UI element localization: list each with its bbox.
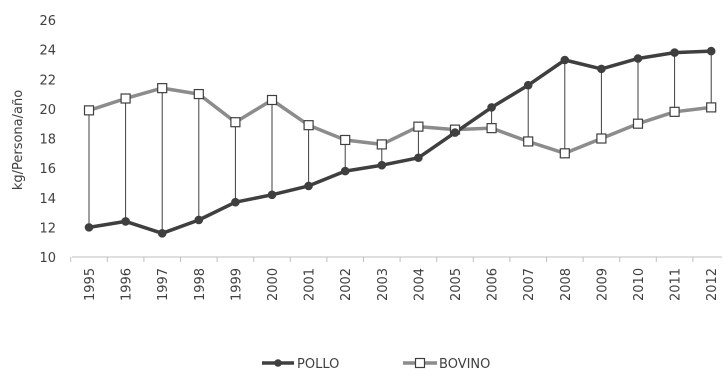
series-line-bovino — [88, 86, 712, 156]
data-point-pollo — [706, 46, 716, 56]
series-lines — [88, 49, 712, 236]
data-point-bovino — [193, 88, 204, 100]
data-point-bovino — [523, 136, 534, 147]
y-tick-labels: 10 12 14 16 18 20 22 24 26 — [39, 14, 56, 266]
data-point-pollo — [121, 217, 130, 226]
data-point-pollo — [340, 166, 350, 176]
data-point-pollo — [377, 160, 387, 170]
y-tick-label: 18 — [39, 133, 56, 148]
legend-label-bovino: BOVINO — [439, 357, 490, 371]
x-tick-label: 2003 — [376, 268, 391, 301]
data-point-bovino — [669, 106, 680, 117]
x-tick-label: 1997 — [156, 268, 171, 301]
y-tick-label: 26 — [39, 14, 56, 29]
data-point-pollo — [414, 153, 423, 163]
series-line-pollo — [88, 49, 712, 236]
data-point-pollo — [231, 197, 240, 207]
data-point-pollo — [157, 229, 167, 238]
x-tick-label: 2001 — [303, 268, 318, 301]
y-tick-label: 12 — [39, 221, 56, 236]
data-point-pollo — [597, 64, 606, 74]
axes — [70, 256, 722, 262]
data-point-bovino — [157, 83, 168, 94]
data-point-pollo — [450, 128, 460, 137]
legend-marker-bovino — [414, 357, 426, 369]
legend-label-pollo: POLLO — [297, 357, 339, 371]
y-tick-label: 20 — [39, 103, 56, 118]
data-point-bovino — [120, 93, 131, 104]
data-point-bovino — [413, 121, 424, 132]
drop-lines — [88, 51, 712, 234]
data-point-pollo — [523, 80, 533, 90]
x-tick-label: 2005 — [449, 268, 464, 301]
legend: POLLO BOVINO — [262, 357, 490, 371]
data-point-bovino — [83, 105, 95, 116]
data-point-bovino — [706, 102, 717, 113]
data-point-bovino — [230, 117, 241, 128]
x-tick-label: 2008 — [559, 268, 574, 301]
y-tick-label: 14 — [39, 192, 56, 207]
data-point-pollo — [487, 103, 496, 112]
data-point-pollo — [194, 215, 204, 225]
y-tick-label: 10 — [39, 251, 56, 266]
x-tick-label: 1996 — [120, 268, 135, 301]
data-point-bovino — [559, 148, 570, 159]
y-tick-label: 22 — [39, 73, 56, 88]
data-point-pollo — [670, 48, 679, 57]
data-point-bovino — [596, 133, 607, 144]
y-tick-label: 16 — [39, 162, 56, 177]
x-tick-label: 2009 — [595, 268, 610, 301]
y-axis-title: kg/Persona/año — [11, 90, 26, 190]
x-tick-label: 2002 — [339, 268, 354, 301]
data-point-pollo — [304, 181, 313, 191]
x-tick-label: 2006 — [486, 268, 501, 301]
data-point-pollo — [633, 54, 643, 63]
data-point-bovino — [632, 118, 644, 129]
x-tick-label: 1995 — [83, 268, 98, 301]
data-point-pollo — [84, 223, 94, 232]
x-tick-label: 2000 — [266, 268, 281, 301]
x-tick-label: 1998 — [193, 268, 208, 301]
data-point-bovino — [303, 120, 314, 131]
x-tick-label: 2004 — [412, 268, 427, 301]
data-point-pollo — [267, 190, 277, 200]
x-tick-label: 2011 — [669, 268, 684, 301]
series-markers — [83, 46, 717, 238]
legend-marker-pollo — [274, 359, 282, 367]
data-point-bovino — [340, 134, 351, 146]
data-point-pollo — [560, 55, 570, 65]
data-point-bovino — [376, 139, 387, 150]
x-tick-label: 2007 — [522, 268, 537, 301]
x-tick-labels: 1995 1996 1997 1998 1999 2000 2001 2002 2003 2004… — [83, 268, 720, 301]
data-point-bovino — [266, 94, 278, 106]
x-tick-label: 1999 — [229, 268, 244, 301]
x-tick-label: 2010 — [632, 268, 647, 301]
x-tick-label: 2012 — [705, 268, 720, 301]
data-point-bovino — [486, 123, 497, 134]
y-tick-label: 24 — [39, 44, 56, 59]
